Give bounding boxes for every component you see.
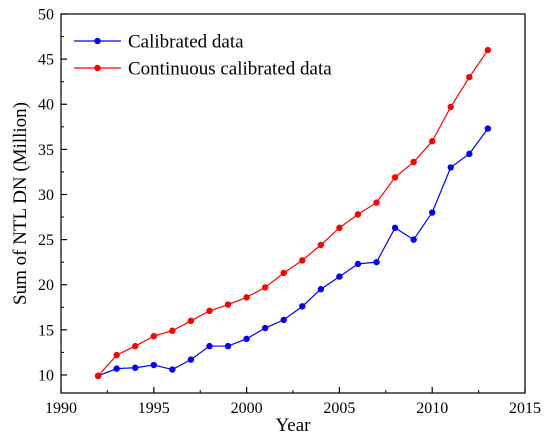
data-point	[224, 301, 232, 308]
legend-label-continuous: Continuous calibrated data	[128, 59, 332, 80]
data-point	[336, 224, 343, 232]
data-point	[429, 138, 436, 145]
data-point	[299, 257, 306, 264]
data-point	[206, 307, 213, 315]
data-point	[391, 174, 399, 181]
data-point	[317, 286, 325, 293]
data-point	[280, 316, 287, 324]
y-tick-label: 25	[38, 232, 54, 249]
data-point	[336, 273, 343, 280]
series-layer	[94, 46, 492, 380]
data-point	[261, 324, 269, 332]
data-point	[484, 46, 492, 54]
x-tick-label: 1995	[138, 400, 170, 417]
data-point	[410, 158, 417, 166]
x-tick-label: 2005	[323, 400, 355, 417]
y-tick-label: 45	[38, 52, 54, 69]
data-point	[243, 335, 250, 343]
data-point	[373, 258, 380, 266]
data-point	[373, 199, 380, 206]
y-tick-label: 40	[38, 97, 54, 114]
x-tick-label: 2015	[509, 400, 541, 417]
data-point	[94, 372, 102, 380]
data-point	[150, 361, 157, 369]
data-point	[187, 317, 195, 325]
x-tick-label: 1990	[45, 400, 77, 417]
y-tick-label: 30	[38, 187, 54, 204]
y-tick-label: 10	[38, 367, 54, 384]
legend-marker-calibrated	[94, 37, 101, 45]
y-tick-label: 20	[38, 277, 54, 294]
data-point	[447, 164, 454, 171]
data-point	[243, 294, 250, 301]
data-point	[113, 351, 120, 359]
data-point	[261, 284, 269, 291]
data-point	[113, 365, 120, 372]
y-tick-label: 50	[38, 7, 54, 24]
series-calibrated	[94, 125, 492, 380]
y-axis-title: Sum of NTL DN (Million)	[10, 102, 31, 305]
series-continuous	[94, 46, 492, 380]
legend: Calibrated data Continuous calibrated da…	[74, 32, 332, 80]
ticks: 1990 1995 2000 2005 2010 2015 10 15 20 25 30 35 40 45…	[38, 7, 541, 418]
data-point	[169, 327, 176, 334]
series-line	[97, 49, 489, 377]
data-point	[484, 125, 492, 132]
x-axis-title: Year	[275, 415, 311, 436]
y-tick-label: 15	[38, 322, 54, 339]
data-point	[132, 342, 139, 350]
data-point	[429, 209, 436, 216]
data-point	[187, 356, 195, 363]
data-point	[206, 342, 213, 350]
data-point	[150, 332, 157, 340]
series-line	[97, 128, 489, 377]
legend-label-calibrated: Calibrated data	[128, 32, 244, 53]
data-point	[447, 103, 454, 111]
data-point	[132, 364, 139, 371]
data-point	[169, 366, 176, 373]
data-point	[466, 150, 473, 158]
data-point	[391, 224, 399, 232]
data-point	[280, 269, 287, 277]
data-point	[299, 303, 306, 310]
y-tick-label: 35	[38, 142, 54, 159]
x-tick-label: 2010	[416, 400, 448, 417]
data-point	[354, 260, 362, 268]
x-tick-label: 2000	[231, 400, 263, 417]
data-point	[354, 211, 362, 218]
legend-marker-continuous	[94, 64, 101, 72]
data-point	[224, 342, 232, 350]
data-point	[466, 73, 473, 81]
data-point	[317, 241, 325, 249]
data-point	[410, 236, 417, 243]
